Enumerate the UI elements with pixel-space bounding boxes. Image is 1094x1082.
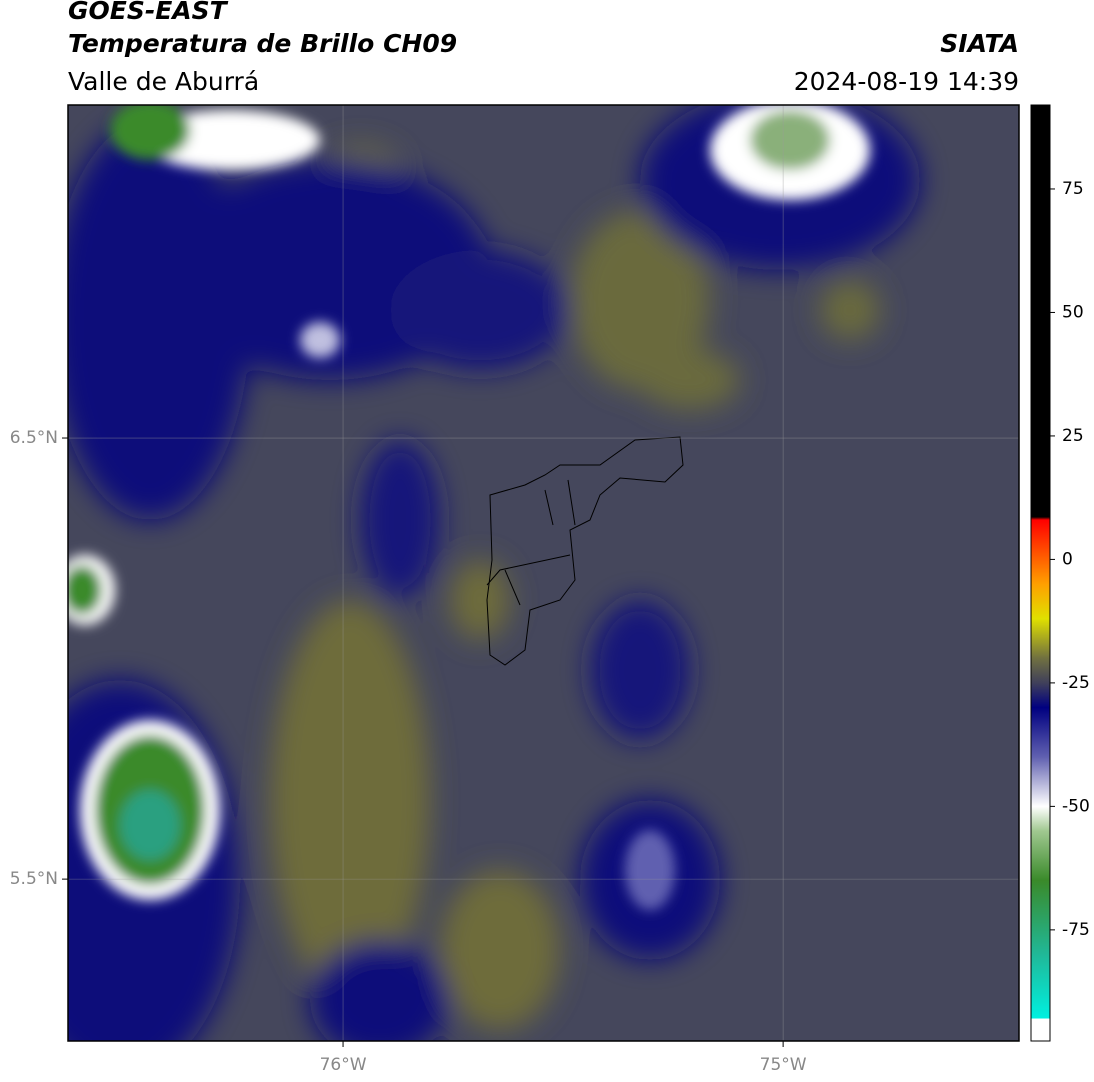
x-tick-label: 75°W <box>760 1055 807 1075</box>
colorbar-tick-label: 50 <box>1062 302 1084 322</box>
colorbar-tick-label: 75 <box>1062 179 1084 199</box>
map-frame <box>67 104 1020 1042</box>
source: SIATA <box>940 29 1019 58</box>
title: GOES-EAST <box>68 0 229 25</box>
region: Valle de Aburrá <box>68 67 259 96</box>
x-tick-label: 76°W <box>320 1055 367 1075</box>
colorbar-tick-label: 25 <box>1062 426 1084 446</box>
colorbar-tick-label: -25 <box>1062 673 1090 693</box>
subtitle: Temperatura de Brillo CH09 <box>68 29 457 58</box>
y-tick-label: 6.5°N <box>10 428 58 448</box>
y-tick-label: 5.5°N <box>10 869 58 889</box>
colorbar-tick-label: 0 <box>1062 549 1073 569</box>
colorbar-tick-label: -50 <box>1062 796 1090 816</box>
satellite-image <box>68 105 1019 1041</box>
basin-outline <box>486 436 684 666</box>
datetime: 2024-08-19 14:39 <box>794 67 1019 96</box>
colorbar <box>1030 104 1051 1042</box>
colorbar-tick-label: -75 <box>1062 920 1090 940</box>
